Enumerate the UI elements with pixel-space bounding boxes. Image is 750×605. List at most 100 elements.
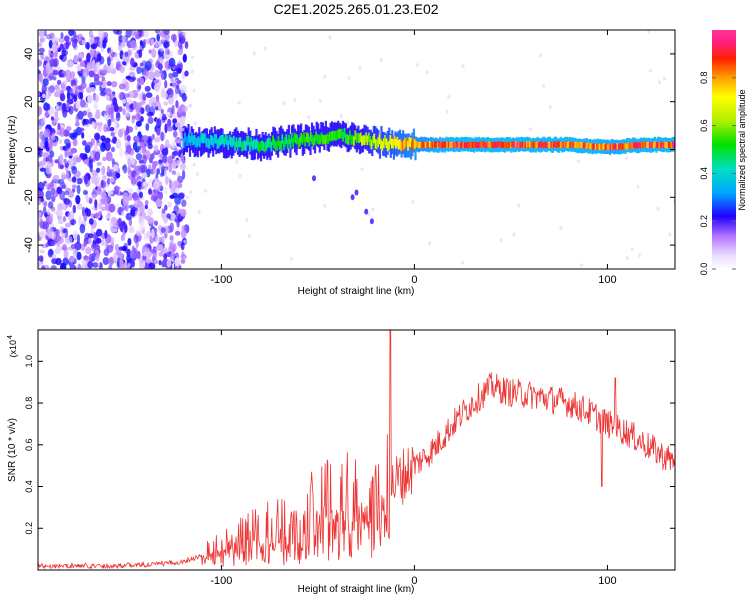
spectrogram-signal-cell [404,137,407,148]
spectrogram-noise-cell [123,81,130,92]
spectrogram-signal-cell [246,135,249,146]
spectrogram-noise-cell [120,127,126,134]
spectrogram-signal-cell [523,142,526,149]
spectrogram-noise-cell [559,225,563,230]
spectrogram-noise-cell [625,155,628,160]
spectrogram-noise-cell [158,103,162,112]
spectrogram-noise-cell [111,158,115,165]
spectrogram-noise-cell [78,57,83,63]
spectrogram-signal-cell [442,141,444,148]
spectrogram-noise-cell [66,171,70,180]
spectrogram-noise-cell [176,79,182,85]
spectrogram-noise-cell [106,81,112,87]
spectrogram-noise-cell [142,39,147,45]
spectrogram-noise-cell [411,200,415,204]
spectrogram-signal-cell [416,141,419,148]
spectrogram-noise-cell [129,127,133,133]
spectrogram-signal-cell [489,142,492,148]
spectrogram-noise-cell [108,256,114,266]
spectrogram-noise-cell [133,196,141,202]
spectrogram-noise-cell [68,177,73,182]
spectrogram-signal-cell [555,142,558,149]
spectrogram-signal-cell [286,139,289,150]
spectrogram-noise-cell [139,215,144,224]
spectrogram-noise-cell [164,80,168,89]
spectrogram-signal-cell [669,142,671,149]
spectrogram-signal-cell [653,142,655,149]
spectrogram-noise-cell [75,99,81,110]
spectrogram-signal-cell [488,141,490,148]
spectrogram-noise-cell [102,40,107,49]
spectrogram-band-cell [321,122,324,147]
spectrogram-noise-cell [74,241,82,251]
spectrogram-signal-cell [576,141,578,148]
colorbar-tick-label: 0.0 [699,263,709,276]
spectrogram-noise-cell [169,222,174,233]
spectrogram-noise-cell [121,245,127,252]
spectrogram-signal-cell [659,142,662,149]
spectrogram-noise-cell [111,81,118,88]
spectrogram-noise-cell [197,209,201,214]
spectrogram-signal-cell [667,141,670,148]
spectrogram-signal-cell [651,141,654,148]
spectrogram-signal-cell [589,143,592,150]
spectrogram-noise-cell [76,203,83,210]
spectrogram-signal-cell [399,139,401,149]
spectrogram-noise-cell [76,184,81,195]
spectrogram-noise-cell [282,101,286,105]
spectrogram-noise-cell [96,167,101,173]
spectrogram-signal-cell [467,142,470,149]
spectrogram-signal-cell [199,137,201,148]
spectrogram-signal-cell [661,141,663,148]
spectrogram-signal-cell [313,135,316,145]
spectrogram-noise-cell [71,176,77,183]
spectrogram-noise-cell [66,149,70,156]
spectrogram-x-tick-label: -100 [210,274,232,286]
spectrogram-signal-cell [609,144,612,151]
spectrogram-noise-cell [115,112,121,122]
spectrogram-noise-cell [293,98,297,103]
spectrogram-noise-cell [154,220,158,226]
spectrogram-signal-cell [269,138,272,148]
spectrogram-noise-cell [96,228,103,237]
spectrogram-noise-cell [86,52,91,63]
spectrogram-noise-cell [160,91,168,99]
spectrogram-noise-cell [172,130,178,138]
spectrogram-noise-cell [166,259,172,268]
spectrogram-noise-cell [512,232,516,237]
spectrogram-signal-cell [381,141,384,151]
spectrogram-noise-cell [96,53,102,62]
spectrogram-noise-cell [125,144,132,155]
spectrogram-signal-cell [251,140,254,151]
spectrogram-signal-cell [473,141,476,148]
spectrogram-noise-cell [192,162,196,167]
spectrogram-noise-cell [67,190,74,198]
spectrogram-noise-cell [91,174,97,185]
spectrogram-noise-cell [53,118,58,124]
spectrogram-noise-cell [130,40,137,48]
spectrogram-signal-cell [228,135,231,145]
spectrogram-signal-cell [392,138,394,149]
spectrogram-noise-cell [122,98,127,104]
spectrogram-noise-cell [191,55,194,60]
spectrogram-noise-cell [38,47,45,53]
spectrogram-signal-cell [447,141,450,148]
spectrogram-noise-cell [371,207,375,212]
spectrogram-noise-cell [89,87,96,92]
spectrogram-noise-cell [171,104,175,115]
spectrogram-noise-cell [88,218,94,225]
spectrogram-signal-cell [565,141,567,148]
spectrogram-noise-cell [125,108,131,118]
spectrogram-noise-cell [90,151,94,159]
snr-x-tick-label: 100 [598,575,616,587]
spectrogram-noise-cell [125,75,132,80]
spectrogram-signal-cell [508,142,511,149]
spectrogram-noise-cell [139,40,143,46]
spectrogram-signal-cell [347,135,350,145]
spectrogram-noise-cell [649,68,652,73]
spectrogram-noise-cell [55,85,61,96]
spectrogram-noise-cell [184,70,189,77]
spectrogram-signal-cell [658,142,661,149]
spectrogram-noise-cell [77,263,82,269]
spectrogram-noise-cell [105,137,111,143]
